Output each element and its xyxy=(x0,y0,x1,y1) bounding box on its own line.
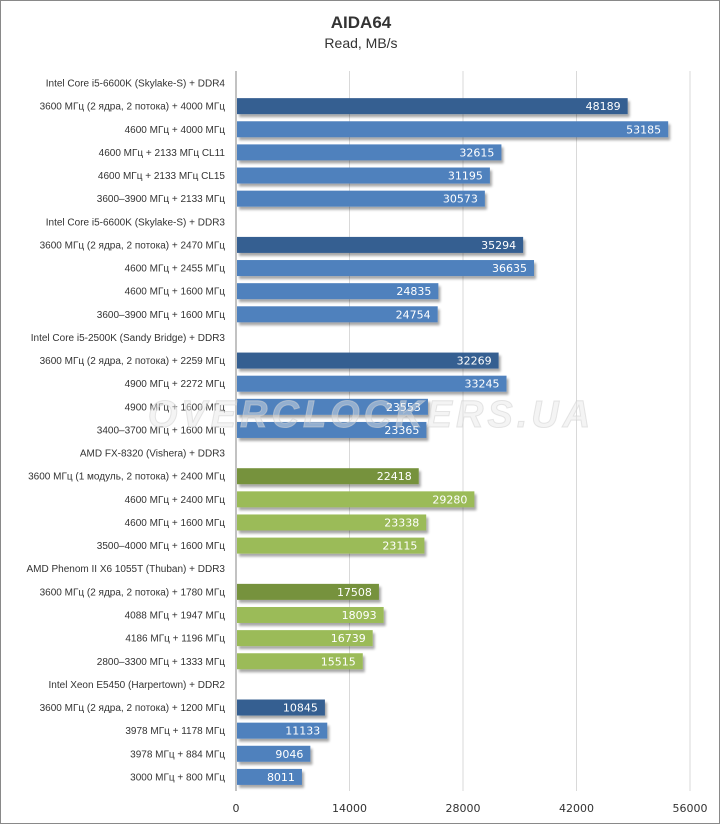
category-label: 3000 МГц + 800 МГц xyxy=(130,772,225,783)
bar-value-label: 10845 xyxy=(283,702,318,715)
bar xyxy=(237,514,427,531)
category-label: 4600 МГц + 1600 МГц xyxy=(125,287,226,298)
category-label: 3600 МГц (1 модуль, 2 потока) + 2400 МГц xyxy=(28,472,225,483)
category-label: 4186 МГц + 1196 МГц xyxy=(125,634,225,645)
category-label: 3600 МГц (2 ядра, 2 потока) + 1780 МГц xyxy=(40,587,226,598)
bars: 48189 53185 32615 31195 30573 35294 36635 24835… xyxy=(237,98,669,785)
bar xyxy=(237,653,363,670)
bar xyxy=(237,398,428,415)
bar xyxy=(237,606,384,623)
bar-value-label: 32615 xyxy=(459,146,494,159)
chart-title: AIDA64 xyxy=(330,13,392,32)
bar xyxy=(237,375,507,392)
bar-value-label: 53185 xyxy=(626,123,661,136)
category-labels: Intel Core i5-6600K (Skylake-S) + DDR4 36… xyxy=(26,79,225,784)
bar xyxy=(237,260,535,277)
bar-value-label: 23338 xyxy=(384,516,419,529)
category-label: 3600–3900 МГц + 2133 МГц xyxy=(97,194,225,205)
group-header-label: Intel Core i5-2500K (Sandy Bridge) + DDR… xyxy=(31,333,226,344)
bar xyxy=(237,537,425,554)
category-label: 3400–3700 МГц + 1600 МГц xyxy=(97,425,225,436)
category-label: 3600 МГц (2 ядра, 2 потока) + 2470 МГц xyxy=(40,240,226,251)
bar-value-label: 11133 xyxy=(285,725,320,738)
category-label: 3600 МГц (2 ядра, 2 потока) + 2259 МГц xyxy=(40,356,226,367)
group-header-label: Intel Core i5-6600K (Skylake-S) + DDR3 xyxy=(46,217,226,228)
x-tick-label: 42000 xyxy=(559,802,594,815)
bar xyxy=(237,144,502,161)
group-header-label: Intel Core i5-6600K (Skylake-S) + DDR4 xyxy=(46,79,226,90)
bar-value-label: 31195 xyxy=(448,170,483,183)
bar xyxy=(237,421,427,438)
bar-value-label: 17508 xyxy=(337,586,372,599)
group-header-label: Intel Xeon E5450 (Harpertown) + DDR2 xyxy=(49,680,226,691)
bar xyxy=(237,190,485,207)
group-header-label: AMD FX-8320 (Vishera) + DDR3 xyxy=(80,449,226,460)
bar xyxy=(237,583,379,600)
bar xyxy=(237,306,438,323)
category-label: 3600 МГц (2 ядра, 2 потока) + 4000 МГц xyxy=(40,102,226,113)
bar xyxy=(237,745,311,762)
category-label: 4088 МГц + 1947 МГц xyxy=(125,610,226,621)
category-label: 3978 МГц + 1178 МГц xyxy=(125,726,225,737)
x-tick-label: 28000 xyxy=(446,802,481,815)
bar xyxy=(237,722,328,739)
category-label: 4900 МГц + 1600 МГц xyxy=(125,402,226,413)
bar-value-label: 23553 xyxy=(386,401,421,414)
bar-value-label: 35294 xyxy=(481,239,516,252)
bar-value-label: 36635 xyxy=(492,262,527,275)
category-label: 3978 МГц + 884 МГц xyxy=(130,749,225,760)
bar xyxy=(237,468,419,485)
bar xyxy=(237,352,499,369)
bar-value-label: 48189 xyxy=(586,100,621,113)
category-label: 4600 МГц + 1600 МГц xyxy=(125,518,226,529)
x-tick-labels: 0 14000 28000 42000 56000 xyxy=(233,802,708,815)
bar xyxy=(237,98,628,115)
bar xyxy=(237,491,475,508)
bar xyxy=(237,283,439,300)
x-tick-label: 56000 xyxy=(673,802,708,815)
category-label: 4600 МГц + 2455 МГц xyxy=(125,264,226,275)
bar-value-label: 9046 xyxy=(275,748,303,761)
bar-value-label: 32269 xyxy=(457,355,492,368)
bar-value-label: 22418 xyxy=(377,470,412,483)
category-label: 2800–3300 МГц + 1333 МГц xyxy=(97,657,225,668)
bar-value-label: 18093 xyxy=(342,609,377,622)
bar-value-label: 24754 xyxy=(396,308,431,321)
category-label: 4600 МГц + 4000 МГц xyxy=(125,125,226,136)
bar-value-label: 23115 xyxy=(382,540,417,553)
bar-value-label: 15515 xyxy=(321,655,356,668)
category-label: 3500–4000 МГц + 1600 МГц xyxy=(97,541,225,552)
bar-value-label: 33245 xyxy=(465,378,500,391)
category-label: 4600 МГц + 2400 МГц xyxy=(125,495,226,506)
x-tick-label: 0 xyxy=(233,802,240,815)
bar xyxy=(237,167,490,184)
chart-subtitle: Read, MB/s xyxy=(324,35,398,51)
bar-value-label: 8011 xyxy=(267,771,295,784)
bar-value-label: 24835 xyxy=(396,285,431,298)
category-label: 4600 МГц + 2133 МГц CL11 xyxy=(99,148,226,159)
group-header-label: AMD Phenom II X6 1055T (Thuban) + DDR3 xyxy=(26,564,225,575)
bar xyxy=(237,699,325,716)
category-label: 3600–3900 МГц + 1600 МГц xyxy=(97,310,225,321)
x-tick-label: 14000 xyxy=(332,802,367,815)
category-label: 4900 МГц + 2272 МГц xyxy=(125,379,226,390)
category-label: 3600 МГц (2 ядра, 2 потока) + 1200 МГц xyxy=(40,703,226,714)
category-label: 4600 МГц + 2133 МГц CL15 xyxy=(98,171,226,182)
bar xyxy=(237,121,669,138)
bar xyxy=(237,236,524,253)
bar-value-label: 29280 xyxy=(432,493,467,506)
bar xyxy=(237,768,302,785)
bar-value-label: 30573 xyxy=(443,193,478,206)
bar xyxy=(237,630,373,647)
bar-value-label: 23365 xyxy=(384,424,419,437)
bar-value-label: 16739 xyxy=(331,632,366,645)
